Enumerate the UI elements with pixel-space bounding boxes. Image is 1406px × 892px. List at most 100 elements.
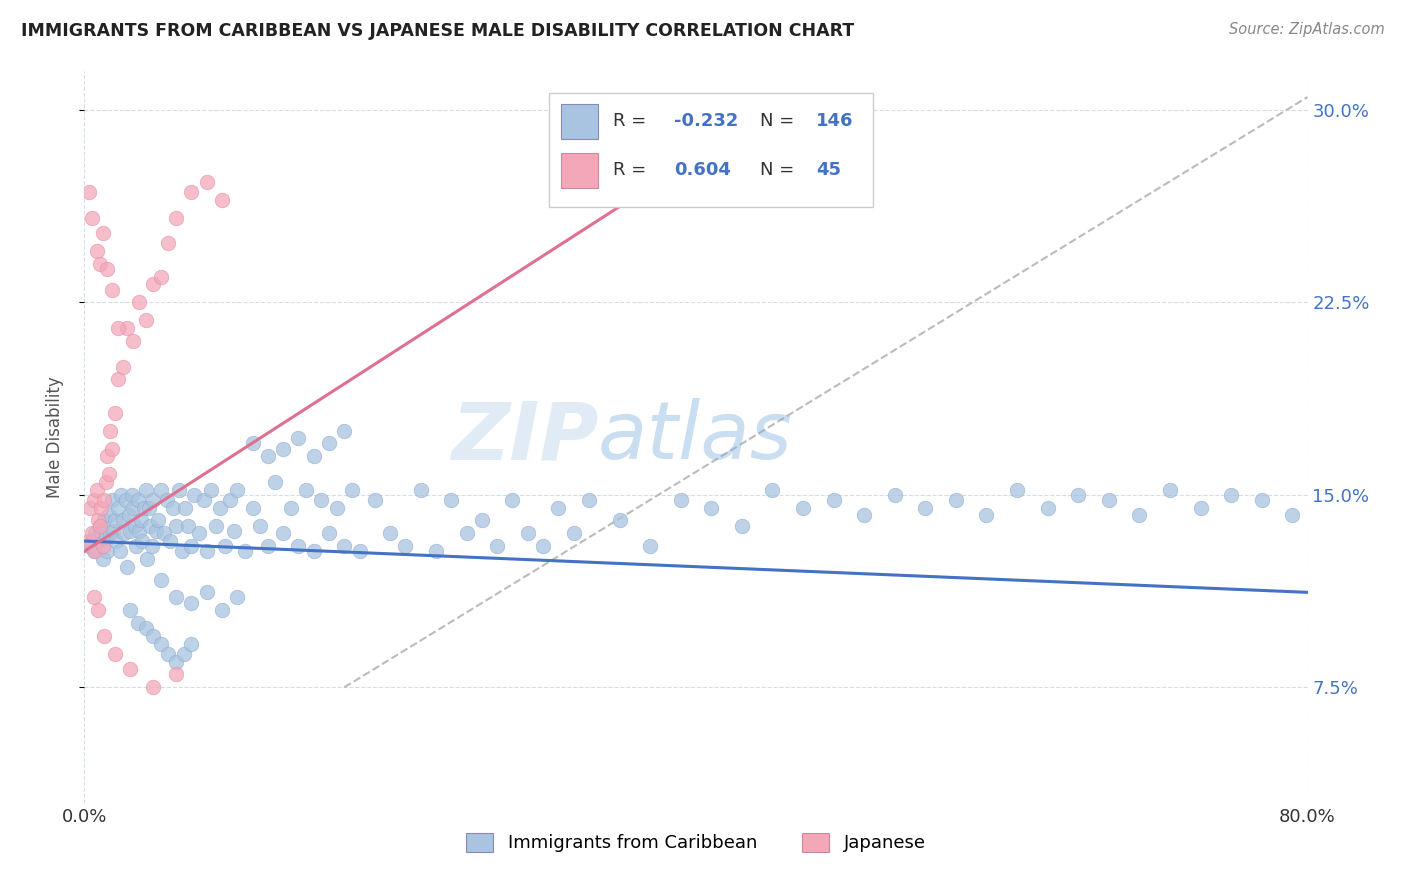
- Point: [93, 492, 115, 507]
- Point: [180, 185, 202, 199]
- Point: [792, 500, 814, 515]
- Point: [93, 514, 115, 528]
- Point: [105, 534, 128, 549]
- Point: [165, 518, 187, 533]
- Point: [138, 500, 160, 515]
- Legend: Immigrants from Caribbean, Japanese: Immigrants from Caribbean, Japanese: [458, 826, 934, 860]
- Point: [349, 544, 371, 558]
- Point: [124, 518, 146, 533]
- Point: [83, 544, 105, 558]
- Point: [107, 372, 129, 386]
- Point: [165, 655, 187, 669]
- Text: 0.604: 0.604: [673, 161, 731, 179]
- Point: [145, 524, 167, 538]
- Point: [1128, 508, 1150, 523]
- Point: [394, 539, 416, 553]
- Point: [120, 524, 142, 538]
- Point: [302, 544, 325, 558]
- Point: [94, 475, 117, 489]
- Point: [80, 211, 103, 225]
- Point: [149, 637, 172, 651]
- Point: [96, 450, 118, 464]
- Point: [101, 442, 124, 456]
- Point: [77, 185, 100, 199]
- Point: [883, 488, 905, 502]
- Text: R =: R =: [613, 161, 645, 179]
- Point: [224, 524, 246, 538]
- Point: [287, 539, 309, 553]
- Point: [249, 518, 271, 533]
- Point: [125, 539, 148, 553]
- Point: [976, 508, 998, 523]
- Point: [149, 573, 172, 587]
- Point: [127, 616, 149, 631]
- Point: [135, 621, 157, 635]
- Point: [104, 647, 127, 661]
- Point: [471, 514, 494, 528]
- Point: [188, 526, 211, 541]
- Point: [149, 269, 172, 284]
- Point: [180, 637, 202, 651]
- Point: [1220, 488, 1243, 502]
- Point: [112, 526, 135, 541]
- Point: [79, 500, 101, 515]
- Point: [945, 492, 967, 507]
- Point: [242, 500, 264, 515]
- Point: [638, 539, 661, 553]
- Text: N =: N =: [759, 112, 794, 130]
- Text: 45: 45: [815, 161, 841, 179]
- Point: [205, 518, 228, 533]
- Point: [409, 483, 432, 497]
- Point: [80, 534, 103, 549]
- Point: [104, 514, 127, 528]
- Point: [115, 559, 138, 574]
- Point: [153, 526, 176, 541]
- Point: [165, 211, 187, 225]
- Point: [242, 436, 264, 450]
- Point: [132, 500, 155, 515]
- Point: [97, 508, 120, 523]
- Point: [118, 508, 141, 523]
- Point: [131, 534, 153, 549]
- Point: [425, 544, 447, 558]
- Point: [609, 514, 631, 528]
- Point: [91, 552, 114, 566]
- Point: [531, 539, 554, 553]
- Point: [83, 591, 105, 605]
- Point: [271, 442, 294, 456]
- Point: [1067, 488, 1090, 502]
- Point: [165, 667, 187, 681]
- Point: [89, 518, 111, 533]
- Point: [853, 508, 876, 523]
- Point: [122, 500, 145, 515]
- Point: [193, 492, 215, 507]
- Point: [108, 544, 131, 558]
- Point: [129, 514, 152, 528]
- Point: [1159, 483, 1181, 497]
- Point: [80, 526, 103, 541]
- Point: [83, 492, 105, 507]
- Point: [440, 492, 463, 507]
- Point: [103, 524, 125, 538]
- Point: [142, 629, 165, 643]
- Point: [823, 492, 845, 507]
- Point: [84, 544, 107, 558]
- Point: [211, 193, 233, 207]
- Text: 146: 146: [815, 112, 853, 130]
- Point: [128, 524, 150, 538]
- Point: [174, 500, 197, 515]
- Point: [1036, 500, 1059, 515]
- Point: [380, 526, 402, 541]
- Point: [183, 488, 205, 502]
- Point: [700, 500, 723, 515]
- Point: [669, 492, 692, 507]
- Point: [86, 483, 108, 497]
- Text: ZIP: ZIP: [451, 398, 598, 476]
- Point: [128, 295, 150, 310]
- Point: [104, 406, 127, 420]
- Point: [142, 492, 165, 507]
- Point: [318, 436, 340, 450]
- Y-axis label: Male Disability: Male Disability: [45, 376, 63, 498]
- Point: [135, 483, 157, 497]
- Point: [87, 514, 110, 528]
